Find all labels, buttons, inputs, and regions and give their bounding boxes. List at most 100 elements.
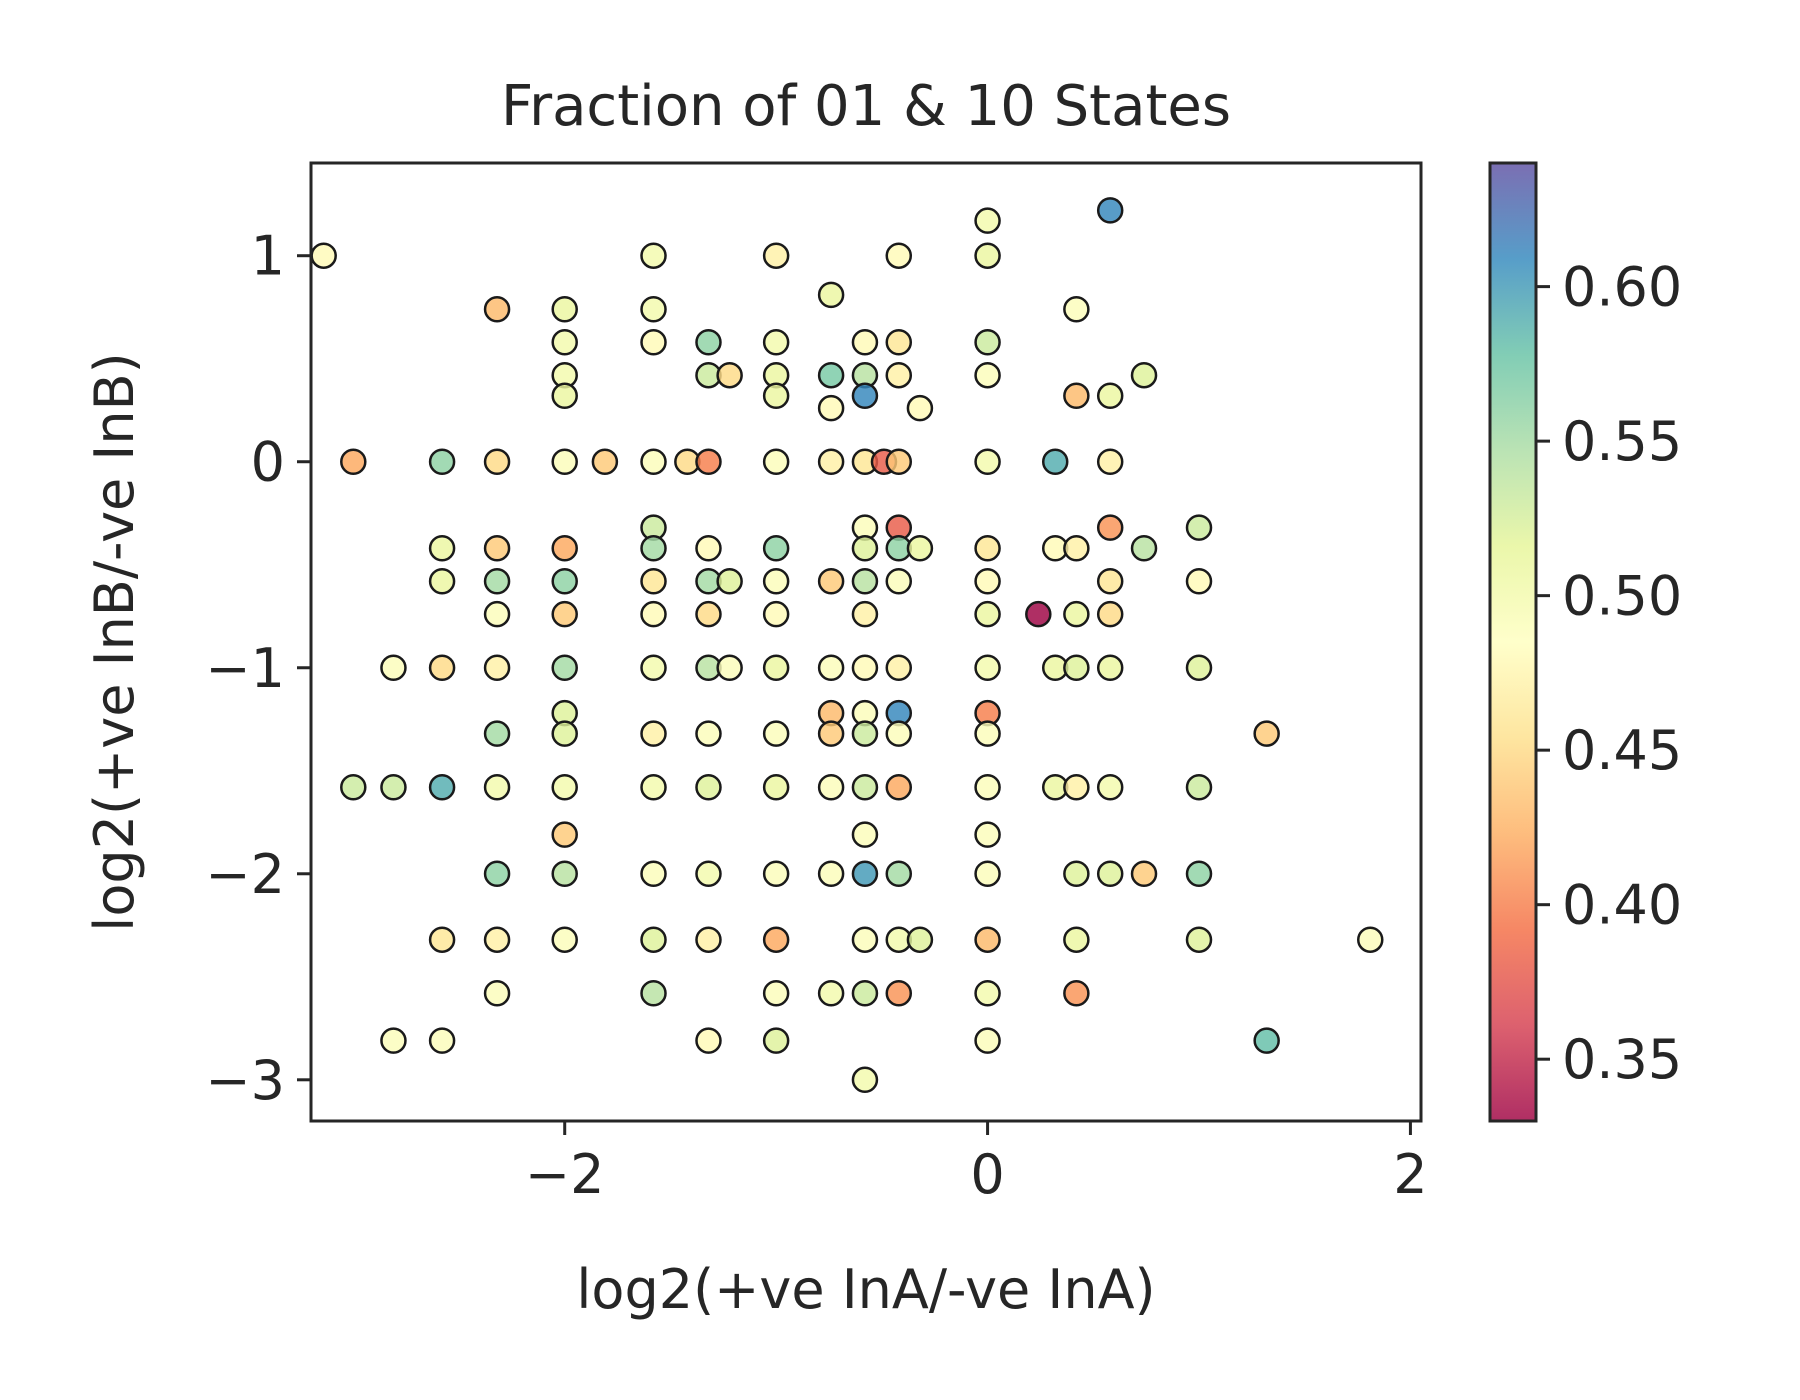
scatter-point	[1096, 773, 1124, 801]
scatter-point	[1096, 448, 1124, 475]
scatter-point	[551, 821, 578, 848]
scatter-point	[851, 926, 879, 953]
scatter-point	[483, 600, 511, 628]
scatter-point	[974, 567, 1001, 595]
scatter-point	[974, 1027, 1001, 1054]
scatter-point	[851, 1066, 879, 1094]
scatter-point	[1253, 1027, 1280, 1054]
scatter-point	[851, 600, 879, 628]
scatter-point	[817, 720, 845, 747]
scatter-point	[1357, 926, 1384, 953]
scatter-point	[640, 720, 667, 747]
scatter-point	[817, 654, 845, 682]
scatter-point	[551, 773, 578, 801]
scatter-point	[851, 720, 879, 747]
scatter-point	[551, 535, 578, 562]
scatter-point	[1130, 860, 1158, 888]
scatter-point	[1130, 535, 1158, 562]
scatter-point	[695, 328, 722, 356]
scatter-point	[640, 328, 667, 356]
scatter-point	[851, 654, 879, 682]
chart-title: Fraction of 01 & 10 States	[501, 74, 1231, 139]
scatter-point	[974, 328, 1001, 356]
scatter-point	[551, 296, 578, 323]
scatter-point	[1185, 926, 1213, 953]
scatter-point	[762, 448, 790, 475]
scatter-point	[1096, 654, 1124, 682]
scatter-point	[1253, 720, 1280, 747]
scatter-point	[428, 926, 456, 953]
scatter-point	[340, 448, 367, 475]
scatter-point	[817, 773, 845, 801]
scatter-point	[640, 567, 667, 595]
scatter-point	[640, 242, 667, 269]
colorbar-tick-label: 0.45	[1562, 719, 1682, 782]
scatter-point	[762, 860, 790, 888]
x-axis-label: log2(+ve InA/-ve InA)	[576, 1258, 1155, 1321]
scatter-point	[1185, 860, 1213, 888]
scatter-point	[974, 860, 1001, 888]
colorbar	[1490, 163, 1536, 1121]
y-tick-label: −2	[205, 843, 285, 906]
scatter-point	[762, 654, 790, 682]
scatter-point	[1063, 926, 1090, 953]
scatter-point	[885, 980, 913, 1007]
scatter-point	[716, 361, 743, 389]
scatter-point	[640, 773, 667, 801]
scatter-point	[974, 773, 1001, 801]
scatter-point	[483, 773, 511, 801]
scatter-point	[1185, 514, 1213, 541]
plot-frame	[309, 161, 1423, 1123]
scatter-point	[974, 535, 1001, 562]
scatter-point	[885, 242, 913, 269]
scatter-point	[483, 296, 511, 323]
scatter-point	[885, 328, 913, 356]
scatter-point	[1096, 197, 1124, 224]
scatter-point	[1063, 535, 1090, 562]
scatter-point	[380, 773, 407, 801]
scatter-point	[1063, 654, 1090, 682]
colorbar-tick-label: 0.60	[1562, 256, 1682, 319]
scatter-point	[974, 720, 1001, 747]
scatter-point	[640, 860, 667, 888]
scatter-point	[483, 448, 511, 475]
scatter-point	[695, 535, 722, 562]
scatter-point	[1185, 567, 1213, 595]
scatter-point	[851, 860, 879, 888]
scatter-point	[1025, 600, 1052, 628]
scatter-point	[1063, 600, 1090, 628]
scatter-point	[640, 980, 667, 1007]
scatter-point	[428, 567, 456, 595]
scatter-point	[974, 207, 1001, 234]
colorbar-tick-label: 0.40	[1562, 874, 1682, 937]
scatter-point	[1096, 600, 1124, 628]
scatter-point	[851, 328, 879, 356]
scatter-point	[762, 720, 790, 747]
scatter-point	[428, 1027, 456, 1054]
scatter-point	[885, 448, 913, 475]
scatter-point	[974, 600, 1001, 628]
scatter-point	[762, 535, 790, 562]
scatter-point	[591, 448, 619, 475]
y-axis-label: log2(+ve InB/-ve InB)	[83, 352, 146, 931]
scatter-point	[551, 860, 578, 888]
scatter-point	[551, 720, 578, 747]
scatter-point	[974, 926, 1001, 953]
scatter-point	[551, 448, 578, 475]
scatter-point	[428, 773, 456, 801]
scatter-point	[974, 980, 1001, 1007]
scatter-point	[483, 654, 511, 682]
scatter-point	[640, 600, 667, 628]
scatter-point	[640, 448, 667, 475]
scatter-point	[695, 720, 722, 747]
scatter-point	[551, 926, 578, 953]
scatter-point	[380, 1027, 407, 1054]
y-axis-ticks: 1 0 −1 −2 −3	[205, 225, 311, 1112]
scatter-point	[695, 860, 722, 888]
colorbar-tick-label: 0.50	[1562, 565, 1682, 628]
scatter-point	[851, 535, 879, 562]
scatter-point	[817, 448, 845, 475]
scatter-point	[885, 860, 913, 888]
scatter-point	[483, 567, 511, 595]
scatter-point	[851, 773, 879, 801]
